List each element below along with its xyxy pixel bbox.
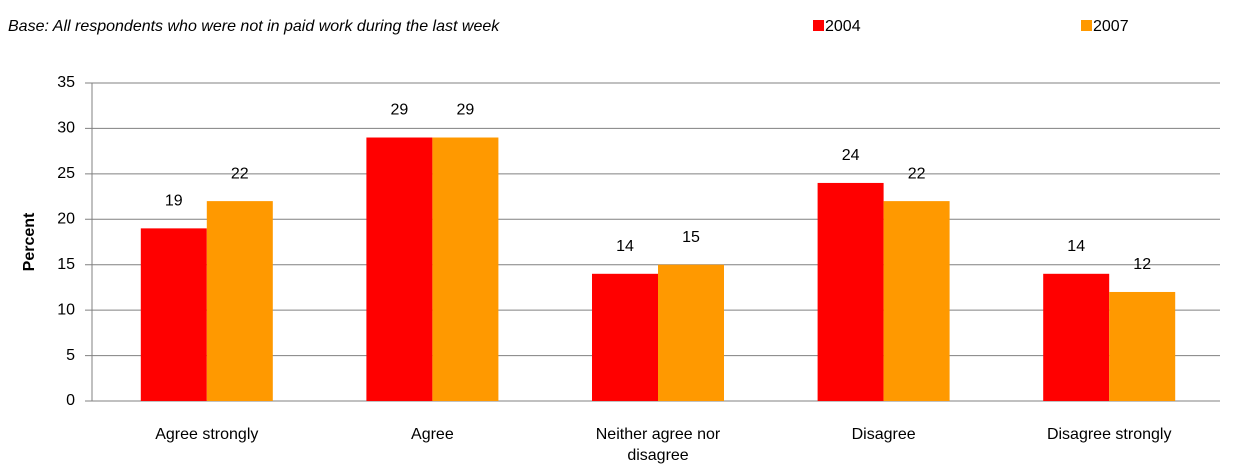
- bar: [432, 137, 499, 401]
- bar: [592, 273, 658, 401]
- x-tick-label: Agree strongly: [155, 426, 259, 443]
- legend-label: 2007: [1093, 18, 1129, 35]
- value-label: 14: [1067, 238, 1085, 255]
- legend-label: 2004: [825, 18, 861, 35]
- subtitle: Base: All respondents who were not in pa…: [8, 18, 500, 35]
- x-tick-label: Disagree: [851, 426, 916, 443]
- bar: [658, 264, 724, 401]
- y-tick-label: 25: [57, 165, 75, 182]
- y-axis-label: Percent: [21, 212, 38, 271]
- y-tick-label: 30: [57, 120, 75, 137]
- value-label: 29: [391, 102, 409, 119]
- y-tick-label: 5: [66, 347, 75, 364]
- value-label: 19: [165, 193, 183, 210]
- value-label: 14: [616, 238, 634, 255]
- value-label: 29: [457, 102, 475, 119]
- bar: [1109, 291, 1176, 401]
- bar: [140, 228, 207, 401]
- bar: [206, 201, 273, 401]
- x-tick-label: Agree: [411, 426, 454, 443]
- x-tick-label: Disagree strongly: [1046, 426, 1172, 443]
- value-label: 12: [1133, 256, 1151, 273]
- legend-swatch: [813, 20, 824, 31]
- y-tick-label: 10: [57, 301, 75, 318]
- y-tick-label: 15: [57, 256, 75, 273]
- bar: [366, 137, 433, 401]
- y-tick-label: 35: [57, 74, 75, 91]
- value-label: 15: [682, 229, 700, 246]
- value-label: 24: [842, 147, 860, 164]
- x-tick-label: Neither agree nor disagree: [595, 426, 721, 464]
- legend-swatch: [1081, 20, 1092, 31]
- bar: [817, 182, 884, 401]
- value-label: 22: [908, 165, 926, 182]
- bar: [1043, 273, 1110, 401]
- y-tick-label: 0: [66, 392, 75, 409]
- value-label: 22: [231, 165, 249, 182]
- bar: [883, 201, 950, 401]
- y-tick-label: 20: [57, 211, 75, 228]
